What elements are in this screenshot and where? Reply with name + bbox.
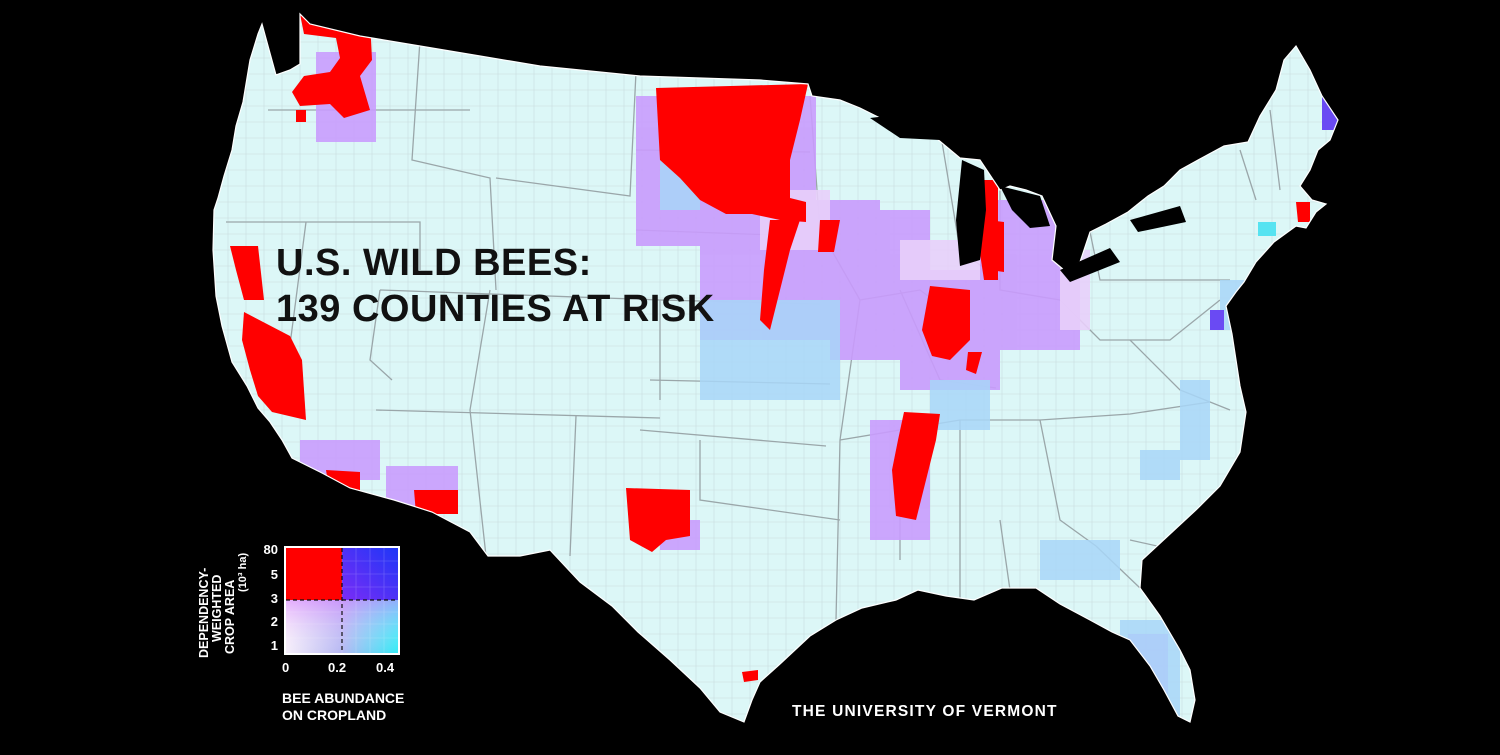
- map-title-line-2: 139 COUNTIES AT RISK: [276, 288, 715, 330]
- red-at-risk-counties: [230, 14, 1310, 682]
- great-lakes: [870, 110, 1186, 282]
- legend-x-label-line-2: ON CROPLAND: [282, 707, 387, 723]
- legend-y-tick-80: 80: [263, 542, 278, 557]
- credit-text: THE UNIVERSITY OF VERMONT: [792, 703, 1058, 720]
- legend-swatch: [286, 548, 398, 653]
- legend-y-tick-2: 2: [270, 614, 278, 629]
- legend-y-label-unit: (10³ ha): [237, 552, 249, 592]
- legend-x-tick-0-4: 0.4: [376, 660, 395, 675]
- legend-y-tick-3: 3: [270, 591, 278, 606]
- legend-x-label-line-1: BEE ABUNDANCE: [282, 690, 405, 706]
- legend-y-tick-1: 1: [270, 638, 278, 653]
- map-title-line-1: U.S. WILD BEES:: [276, 242, 592, 284]
- legend: DEPENDENCY- WEIGHTED CROP AREA (10³ ha) …: [196, 530, 436, 730]
- risk-overlay: [230, 14, 1338, 720]
- legend-color-square: [284, 546, 400, 655]
- legend-y-label-line-3: CROP AREA: [223, 579, 237, 654]
- legend-y-tick-5: 5: [270, 567, 278, 582]
- legend-x-tick-0: 0: [282, 660, 290, 675]
- legend-x-tick-0-2: 0.2: [328, 660, 347, 675]
